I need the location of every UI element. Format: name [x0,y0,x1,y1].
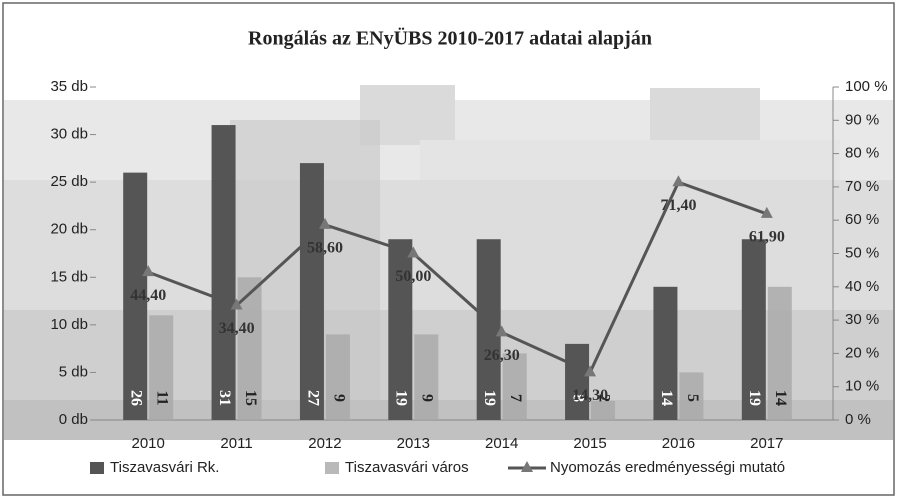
x-tick-label: 2017 [750,435,783,452]
y2-tick-label: 0 % [845,411,871,428]
x-tick-label: 2016 [662,435,695,452]
y2-tick-label: 90 % [845,111,879,128]
y2-tick-label: 60 % [845,211,879,228]
chart: Rongálás az ENyÜBS 2010-2017 adatai alap… [0,0,897,498]
x-tick-label: 2010 [132,435,165,452]
y-tick-label: 25 db [50,173,88,190]
bar-value-label: 15 [242,390,259,406]
legend-swatch [90,462,104,474]
chart-title: Rongálás az ENyÜBS 2010-2017 adatai alap… [248,27,652,50]
bar-value-label: 14 [772,390,789,406]
legend-label: Tiszavasvári Rk. [110,459,219,476]
bar-value-label: 31 [216,390,233,406]
bar [414,334,438,420]
y2-tick-label: 100 % [845,78,888,95]
bar-value-label: 27 [304,390,321,406]
y2-tick-label: 80 % [845,145,879,162]
y2-tick-label: 70 % [845,178,879,195]
line-value-label: 50,00 [395,268,431,285]
y-tick-label: 10 db [50,316,88,333]
bar-value-label: 7 [507,394,524,402]
bar-value-label: 9 [330,394,347,402]
line-value-label: 61,90 [749,229,785,246]
x-tick-label: 2015 [573,435,606,452]
bar [300,163,324,420]
x-tick-label: 2013 [397,435,430,452]
x-tick-label: 2012 [308,435,341,452]
line-value-label: 44,40 [130,287,166,304]
y2-tick-label: 40 % [845,278,879,295]
x-tick-label: 2014 [485,435,518,452]
y2-tick-label: 20 % [845,344,879,361]
bar [326,334,350,420]
legend-label: Tiszavasvári város [345,459,469,476]
line-value-label: 71,40 [660,197,696,214]
bar [212,125,236,420]
bar-value-label: 11 [154,390,171,405]
y-tick-label: 20 db [50,221,88,238]
y2-tick-label: 30 % [845,311,879,328]
y-tick-label: 30 db [50,126,88,143]
bar-value-label: 19 [746,390,763,406]
bar-value-label: 19 [481,390,498,406]
legend-swatch [325,462,339,474]
y-tick-label: 35 db [50,78,88,95]
bar-value-label: 5 [684,394,701,402]
bar-value-label: 26 [128,390,145,406]
y-tick-label: 0 db [59,411,88,428]
y-tick-label: 5 db [59,363,88,380]
x-tick-label: 2011 [220,435,252,452]
bar-value-label: 14 [658,390,675,406]
y-tick-label: 15 db [50,268,88,285]
bar-value-label: 19 [393,390,410,406]
line-value-label: 14,30 [572,387,608,404]
line-value-label: 34,40 [219,320,255,337]
line-value-label: 26,30 [484,347,520,364]
legend-label: Nyomozás eredményességi mutató [550,459,785,476]
bar-value-label: 9 [419,394,436,402]
y2-tick-label: 10 % [845,378,879,395]
y2-tick-label: 50 % [845,244,879,261]
line-value-label: 58,60 [307,240,343,257]
bar [565,344,589,420]
